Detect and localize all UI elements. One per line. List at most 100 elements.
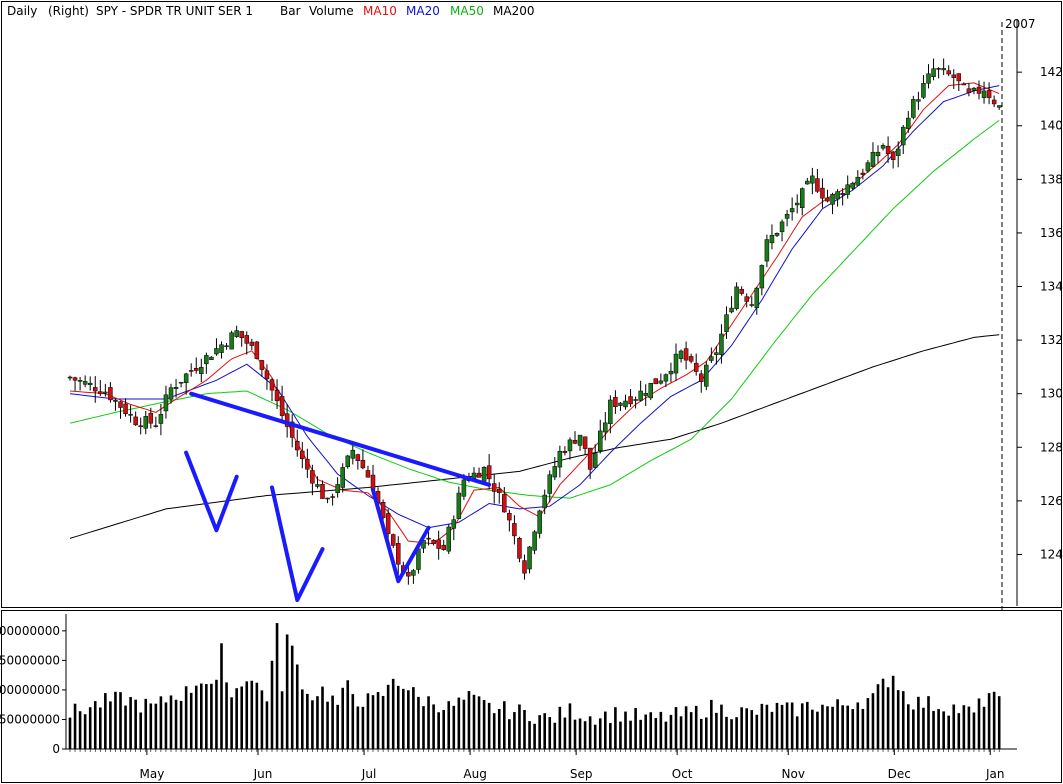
candle-body-up xyxy=(77,380,83,382)
candle-body-up xyxy=(325,497,330,500)
volume-bar xyxy=(912,709,915,749)
candle xyxy=(138,417,143,435)
volume-bar xyxy=(189,692,193,749)
volume-bar xyxy=(997,696,1001,749)
candle xyxy=(688,353,694,364)
volume-bar xyxy=(780,704,784,749)
candle xyxy=(658,373,664,385)
volume-bar xyxy=(664,721,668,749)
candle-body-down xyxy=(300,450,305,460)
candle-body-down xyxy=(289,421,295,438)
volume-bar xyxy=(937,709,940,749)
candle-body-up xyxy=(996,105,1002,108)
volume-bar xyxy=(497,708,501,749)
candle xyxy=(628,389,633,407)
candle xyxy=(249,338,255,350)
chart-header: Daily (Right) SPY - SPDR TR UNIT SER 1 B… xyxy=(7,4,534,18)
month-label: Jan xyxy=(985,767,1005,781)
candle xyxy=(517,536,522,563)
volume-bar xyxy=(245,681,249,749)
volume-bar xyxy=(523,710,526,749)
candle-body-up xyxy=(173,387,179,389)
candle-body-down xyxy=(476,472,482,478)
candle xyxy=(194,357,199,374)
volume-bar xyxy=(901,691,905,749)
volume-bar xyxy=(88,707,92,749)
volume-bar xyxy=(109,701,112,749)
candle-body-down xyxy=(279,396,285,416)
candle xyxy=(981,81,987,104)
volume-bar xyxy=(907,704,910,749)
month-label: Nov xyxy=(782,767,805,781)
candle xyxy=(522,554,527,580)
candle-body-up xyxy=(87,382,93,385)
candle-body-down xyxy=(885,145,891,155)
candle-body-down xyxy=(512,523,517,537)
candle xyxy=(926,64,931,89)
candle xyxy=(396,536,401,576)
pattern-stroke xyxy=(184,450,239,533)
candle-body-down xyxy=(936,68,941,70)
volume-bar xyxy=(694,705,698,749)
volume-bar xyxy=(790,702,794,749)
volume-bar xyxy=(290,645,294,749)
candle-body-down xyxy=(522,560,527,574)
volume-bar xyxy=(891,675,895,749)
volume-bar xyxy=(321,686,324,749)
candle xyxy=(880,143,886,151)
volume-bar xyxy=(467,691,471,749)
volume-bar xyxy=(896,690,900,749)
volume-bar xyxy=(785,702,789,749)
candle xyxy=(567,437,573,460)
candle-body-up xyxy=(552,466,558,478)
volume-bar xyxy=(260,690,264,749)
legend-ma20: MA20 xyxy=(406,4,440,18)
candle-body-up xyxy=(618,402,623,406)
candle xyxy=(663,373,669,388)
volume-bar xyxy=(280,691,284,749)
candle-body-down xyxy=(966,88,972,94)
candle-body-up xyxy=(911,99,916,118)
candle-body-down xyxy=(188,370,194,372)
candle-body-down xyxy=(194,367,199,371)
volume-tick-label: 100000000 xyxy=(0,683,60,697)
candle-body-up xyxy=(734,286,739,309)
candle xyxy=(108,382,113,403)
volume-axis: 0 50000000 100000000 150000000 200000000 xyxy=(0,614,1017,756)
candle xyxy=(815,168,820,193)
candle xyxy=(254,340,260,360)
volume-bar xyxy=(442,709,445,749)
price-tick-label: 128 xyxy=(1040,440,1063,454)
volume-tick-label: 200000000 xyxy=(0,624,60,638)
candle-body-up xyxy=(921,83,926,98)
candle xyxy=(971,87,977,95)
candle xyxy=(178,381,184,388)
candle-body-down xyxy=(491,483,497,492)
volume-bar xyxy=(654,718,658,749)
candle xyxy=(850,181,855,191)
volume-bar xyxy=(154,703,158,749)
candle xyxy=(577,434,583,451)
candle xyxy=(764,234,770,268)
candle-body-up xyxy=(648,382,653,399)
volume-panel[interactable]: 0 50000000 100000000 150000000 200000000 May… xyxy=(0,610,1062,783)
candle xyxy=(729,296,734,314)
volume-bar xyxy=(745,708,748,749)
candle-body-up xyxy=(830,194,835,205)
volume-bar xyxy=(629,720,632,749)
volume-bar xyxy=(285,634,289,749)
candle-body-down xyxy=(254,341,260,359)
candle xyxy=(901,124,906,155)
volume-bar xyxy=(482,700,486,749)
candle-body-up xyxy=(794,202,800,206)
volume-bar xyxy=(740,707,743,749)
candle xyxy=(214,338,219,356)
price-tick-label: 136 xyxy=(1040,226,1063,240)
candle xyxy=(779,219,785,242)
price-tick-label: 124 xyxy=(1040,547,1063,561)
volume-bar xyxy=(563,717,567,749)
candle xyxy=(699,370,704,393)
candle xyxy=(315,476,320,489)
